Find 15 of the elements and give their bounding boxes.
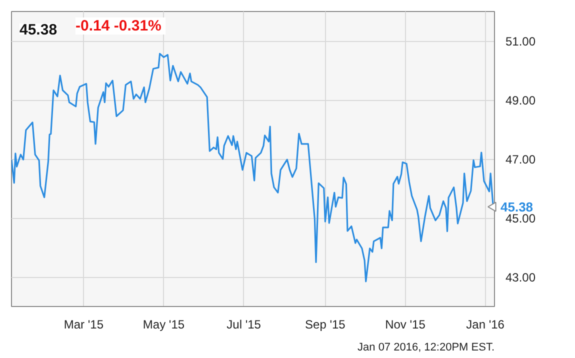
y-tick-label: 49.00: [506, 94, 536, 108]
x-tick-label: Jan '16: [466, 318, 505, 332]
y-tick-label: 51.00: [506, 34, 536, 48]
x-tick-label: Sep '15: [305, 318, 346, 332]
text: 45.38: [20, 22, 58, 38]
chart-subtitle: -0.14 -0.31%: [76, 18, 162, 34]
text: Jan 07 2016, 12:20PM EST.: [358, 342, 495, 354]
x-tick-label: May '15: [142, 318, 185, 332]
annotation: 45.38: [500, 199, 534, 214]
y-tick-label: 43.00: [506, 270, 536, 284]
x-tick-label: Jul '15: [226, 318, 262, 332]
y-tick-label: 47.00: [506, 152, 536, 166]
x-tick-label: Nov '15: [385, 318, 426, 332]
y-tick-label: 45.00: [506, 212, 536, 226]
x-tick-label: Mar '15: [64, 318, 104, 332]
